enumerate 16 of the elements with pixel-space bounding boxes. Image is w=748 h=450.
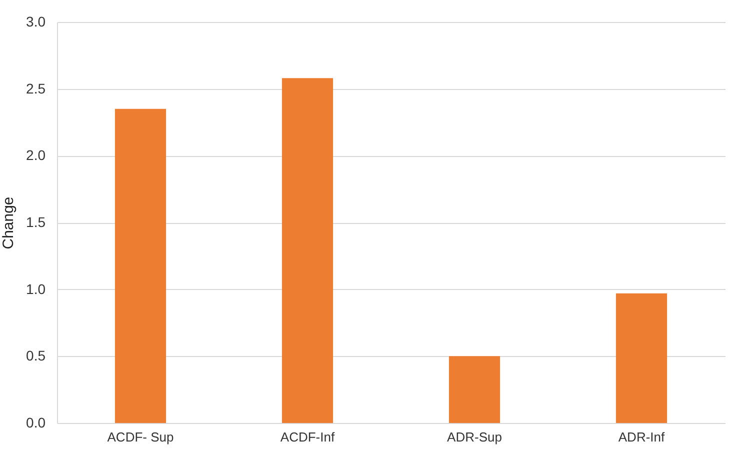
y-axis-title: Change <box>0 196 18 250</box>
y-tick-label: 0.0 <box>26 414 46 430</box>
bar <box>282 78 334 423</box>
y-tick-label: 1.5 <box>26 214 46 230</box>
y-tick-label: 2.0 <box>26 147 46 164</box>
y-tick-label: 2.5 <box>26 80 46 96</box>
x-tick-label: ADR-Sup <box>447 430 502 444</box>
bar <box>114 108 166 423</box>
bar <box>448 356 500 423</box>
x-tick-label: ADR-Inf <box>618 430 665 444</box>
y-tick-label: 0.5 <box>26 348 46 364</box>
x-tick-label: ACDF-Inf <box>280 430 335 444</box>
x-tick-label: ACDF- Sup <box>107 430 174 444</box>
y-tick-label: 3.0 <box>26 14 46 30</box>
y-tick-label: 1.0 <box>26 280 46 297</box>
bar <box>616 293 668 423</box>
